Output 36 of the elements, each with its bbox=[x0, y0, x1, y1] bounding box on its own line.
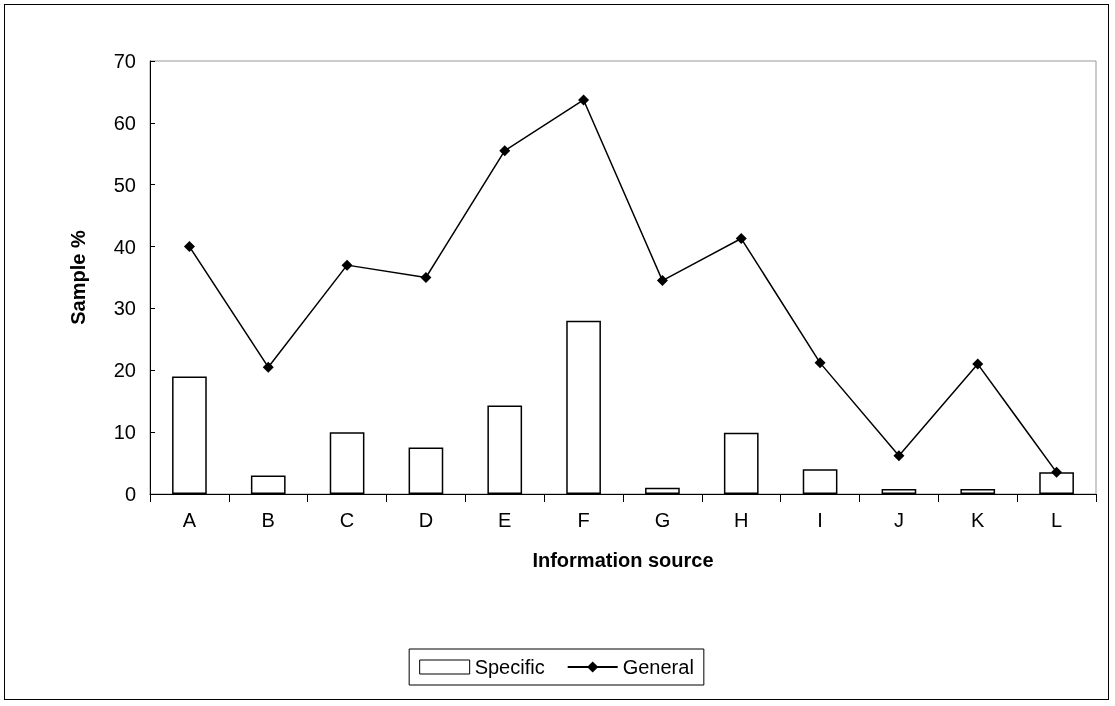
x-tick-label: K bbox=[971, 509, 986, 531]
point bbox=[183, 241, 195, 253]
y-tick-label: 40 bbox=[113, 235, 136, 258]
y-tick-label: 10 bbox=[113, 421, 136, 444]
y-tick-label: 20 bbox=[113, 359, 136, 382]
y-axis-title: Sample % bbox=[67, 230, 89, 325]
x-tick-label: A bbox=[182, 509, 197, 531]
x-tick-label: B bbox=[261, 509, 275, 531]
point bbox=[893, 450, 905, 462]
legend-label: General bbox=[622, 656, 694, 678]
point bbox=[656, 275, 668, 287]
x-tick-label: J bbox=[893, 509, 904, 531]
y-tick-label: 50 bbox=[113, 173, 136, 196]
point bbox=[499, 145, 511, 157]
x-tick-label: H bbox=[734, 509, 749, 531]
point bbox=[420, 272, 432, 283]
x-tick-label: I bbox=[817, 509, 823, 531]
legend-label: Specific bbox=[474, 656, 545, 678]
x-tick-label: L bbox=[1051, 509, 1063, 531]
point bbox=[972, 358, 984, 370]
point bbox=[262, 361, 274, 373]
x-tick-label: E bbox=[498, 509, 512, 531]
y-tick-label: 0 bbox=[124, 483, 136, 505]
point bbox=[814, 357, 826, 369]
point bbox=[735, 233, 747, 245]
y-tick-label: 70 bbox=[113, 50, 136, 72]
y-tick-label: 30 bbox=[113, 297, 136, 320]
x-tick-label: D bbox=[418, 509, 434, 531]
y-tick-label: 60 bbox=[113, 111, 136, 134]
point bbox=[578, 94, 590, 106]
x-tick-label: C bbox=[339, 509, 355, 531]
x-axis-title: Information source bbox=[532, 549, 714, 571]
point bbox=[1051, 466, 1063, 478]
point bbox=[341, 259, 353, 271]
x-tick-label: G bbox=[654, 509, 671, 531]
x-tick-label: F bbox=[577, 509, 590, 531]
